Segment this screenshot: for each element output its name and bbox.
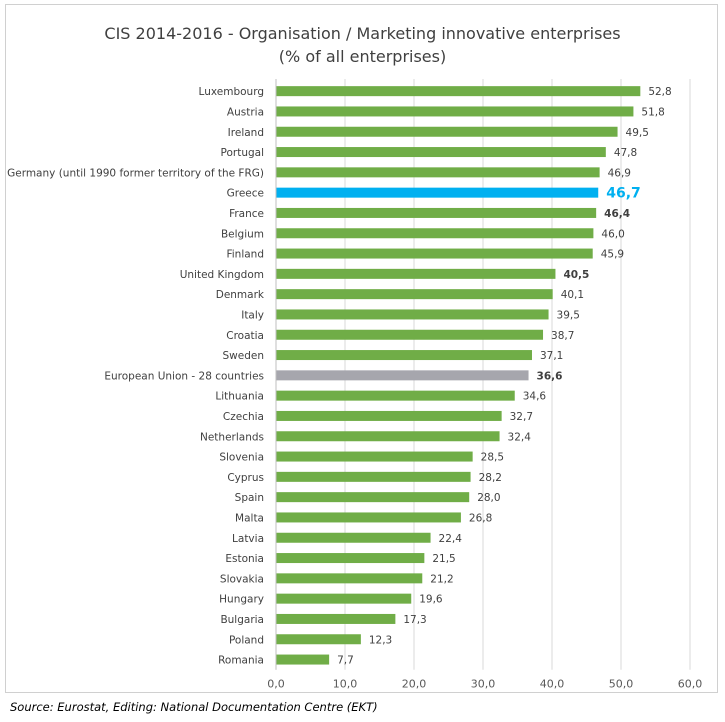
category-label: Germany (until 1990 former territory of … (7, 167, 264, 179)
x-tick-label: 20,0 (402, 678, 427, 691)
value-label: 32,7 (510, 411, 533, 423)
category-label: Cyprus (227, 472, 264, 484)
category-label: Netherlands (200, 431, 264, 443)
category-label: Malta (235, 512, 264, 524)
value-label: 21,5 (432, 553, 455, 565)
value-label: 47,8 (614, 147, 637, 159)
value-label: 21,2 (430, 573, 453, 585)
category-label: Italy (241, 309, 264, 321)
value-label: 36,6 (537, 370, 563, 382)
category-label: Slovakia (220, 573, 264, 585)
category-label: Spain (235, 492, 264, 504)
chart-title-line-1: CIS 2014-2016 - Organisation / Marketing… (104, 24, 621, 43)
category-label: Sweden (223, 350, 265, 362)
category-label: Slovenia (219, 452, 264, 464)
value-label: 22,4 (439, 533, 463, 545)
bar (276, 512, 461, 523)
value-label: 17,3 (403, 614, 426, 626)
value-label: 28,5 (481, 452, 504, 464)
value-label: 40,1 (561, 289, 584, 301)
bar (276, 410, 502, 421)
bar (276, 492, 470, 503)
category-label: Finland (226, 249, 264, 261)
bar (276, 634, 361, 645)
value-label: 28,2 (479, 472, 502, 484)
bar (276, 187, 599, 198)
value-label: 39,5 (557, 309, 580, 321)
source-note: Source: Eurostat, Editing: National Docu… (10, 700, 378, 714)
value-label: 12,3 (369, 634, 392, 646)
category-label: United Kingdom (180, 269, 264, 281)
bar (276, 431, 500, 442)
bar (276, 126, 618, 137)
bar (276, 329, 544, 340)
value-label: 37,1 (540, 350, 563, 362)
category-label: Poland (229, 634, 264, 646)
bar (276, 370, 529, 381)
value-label: 46,7 (606, 186, 641, 202)
x-tick-label: 0,0 (267, 678, 285, 691)
category-label: European Union - 28 countries (104, 370, 264, 382)
x-tick-label: 10,0 (333, 678, 358, 691)
bar (276, 613, 396, 624)
category-label: Hungary (219, 594, 264, 606)
bar (276, 167, 600, 178)
category-label: Greece (227, 188, 264, 200)
chart-title: CIS 2014-2016 - Organisation / Marketing… (0, 22, 725, 68)
value-label: 38,7 (551, 330, 574, 342)
bar (276, 147, 606, 158)
bar (276, 390, 515, 401)
bar (276, 593, 412, 604)
x-tick-label: 40,0 (540, 678, 565, 691)
x-tick-label: 50,0 (609, 678, 634, 691)
category-label: Romania (218, 655, 264, 667)
value-label: 49,5 (626, 127, 649, 139)
bar (276, 86, 641, 97)
value-label: 28,0 (477, 492, 500, 504)
bar (276, 309, 549, 320)
value-label: 34,6 (523, 391, 547, 403)
bar (276, 268, 556, 279)
value-label: 46,0 (601, 228, 624, 240)
category-label: Lithuania (215, 391, 264, 403)
category-label: France (229, 208, 264, 220)
bar (276, 228, 594, 239)
x-tick-label: 30,0 (471, 678, 496, 691)
bar (276, 532, 431, 543)
category-label: Estonia (225, 553, 264, 565)
value-label: 19,6 (419, 594, 443, 606)
value-label: 7,7 (337, 655, 354, 667)
value-label: 46,9 (608, 167, 631, 179)
bar (276, 350, 532, 361)
category-label: Luxembourg (199, 86, 264, 98)
value-label: 46,4 (604, 208, 630, 220)
category-label: Ireland (228, 127, 264, 139)
category-label: Austria (227, 106, 264, 118)
value-label: 45,9 (601, 249, 624, 261)
bar (276, 471, 471, 482)
category-label: Croatia (226, 330, 264, 342)
bar (276, 106, 634, 117)
category-label: Denmark (216, 289, 265, 301)
category-label: Czechia (223, 411, 264, 423)
chart-title-line-2: (% of all enterprises) (278, 47, 447, 66)
bar (276, 654, 330, 665)
value-label: 52,8 (648, 86, 671, 98)
value-label: 40,5 (563, 269, 589, 281)
bar (276, 248, 593, 259)
value-label: 26,8 (469, 512, 492, 524)
value-label: 51,8 (641, 106, 664, 118)
bar (276, 553, 425, 564)
category-label: Belgium (221, 228, 264, 240)
x-tick-label: 60,0 (678, 678, 703, 691)
value-label: 32,4 (508, 431, 532, 443)
category-label: Latvia (232, 533, 264, 545)
bar (276, 207, 597, 218)
category-label: Portugal (221, 147, 265, 159)
bar (276, 289, 553, 300)
bar (276, 573, 423, 584)
bar (276, 451, 473, 462)
category-label: Bulgaria (220, 614, 264, 626)
